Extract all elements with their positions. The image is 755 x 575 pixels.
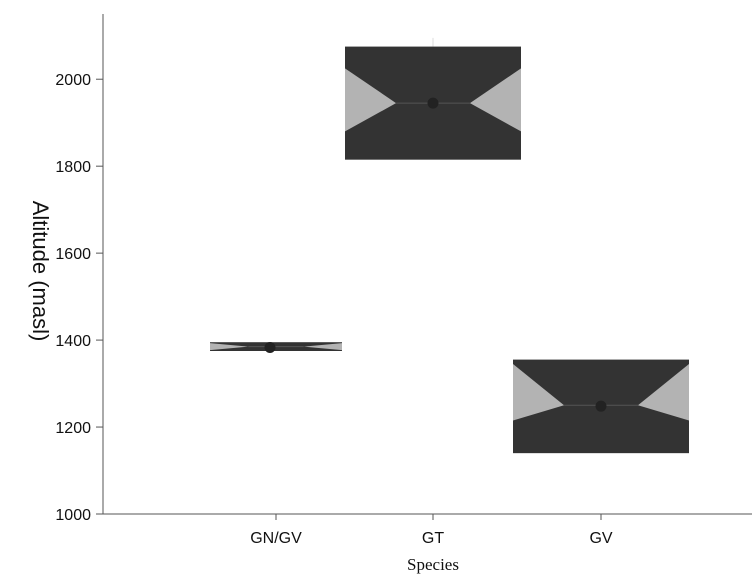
y-tick-label: 1200: [55, 420, 91, 437]
y-tick-label: 2000: [55, 72, 91, 89]
x-axis-label: Species: [407, 555, 459, 574]
mean-point: [427, 97, 439, 109]
plot-area: [210, 37, 689, 454]
y-tick-label: 1800: [55, 159, 91, 176]
mean-point: [595, 400, 607, 412]
axes: [102, 14, 752, 515]
box-gv: [513, 359, 689, 454]
x-tick-label: GV: [589, 530, 612, 547]
y-axis-label: Altitude (masl): [28, 201, 53, 342]
x-tick-label: GT: [422, 530, 444, 547]
y-tick-label: 1600: [55, 246, 91, 263]
x-ticks: GN/GV GT GV: [250, 514, 613, 547]
y-ticks: 1000 1200 1400 1600 1800 2000: [55, 72, 103, 524]
x-tick-label: GN/GV: [250, 530, 302, 547]
y-tick-label: 1000: [55, 507, 91, 524]
y-tick-label: 1400: [55, 333, 91, 350]
mean-point: [264, 341, 276, 353]
box-gt: [345, 37, 521, 160]
box-gn-gv: [210, 341, 342, 353]
